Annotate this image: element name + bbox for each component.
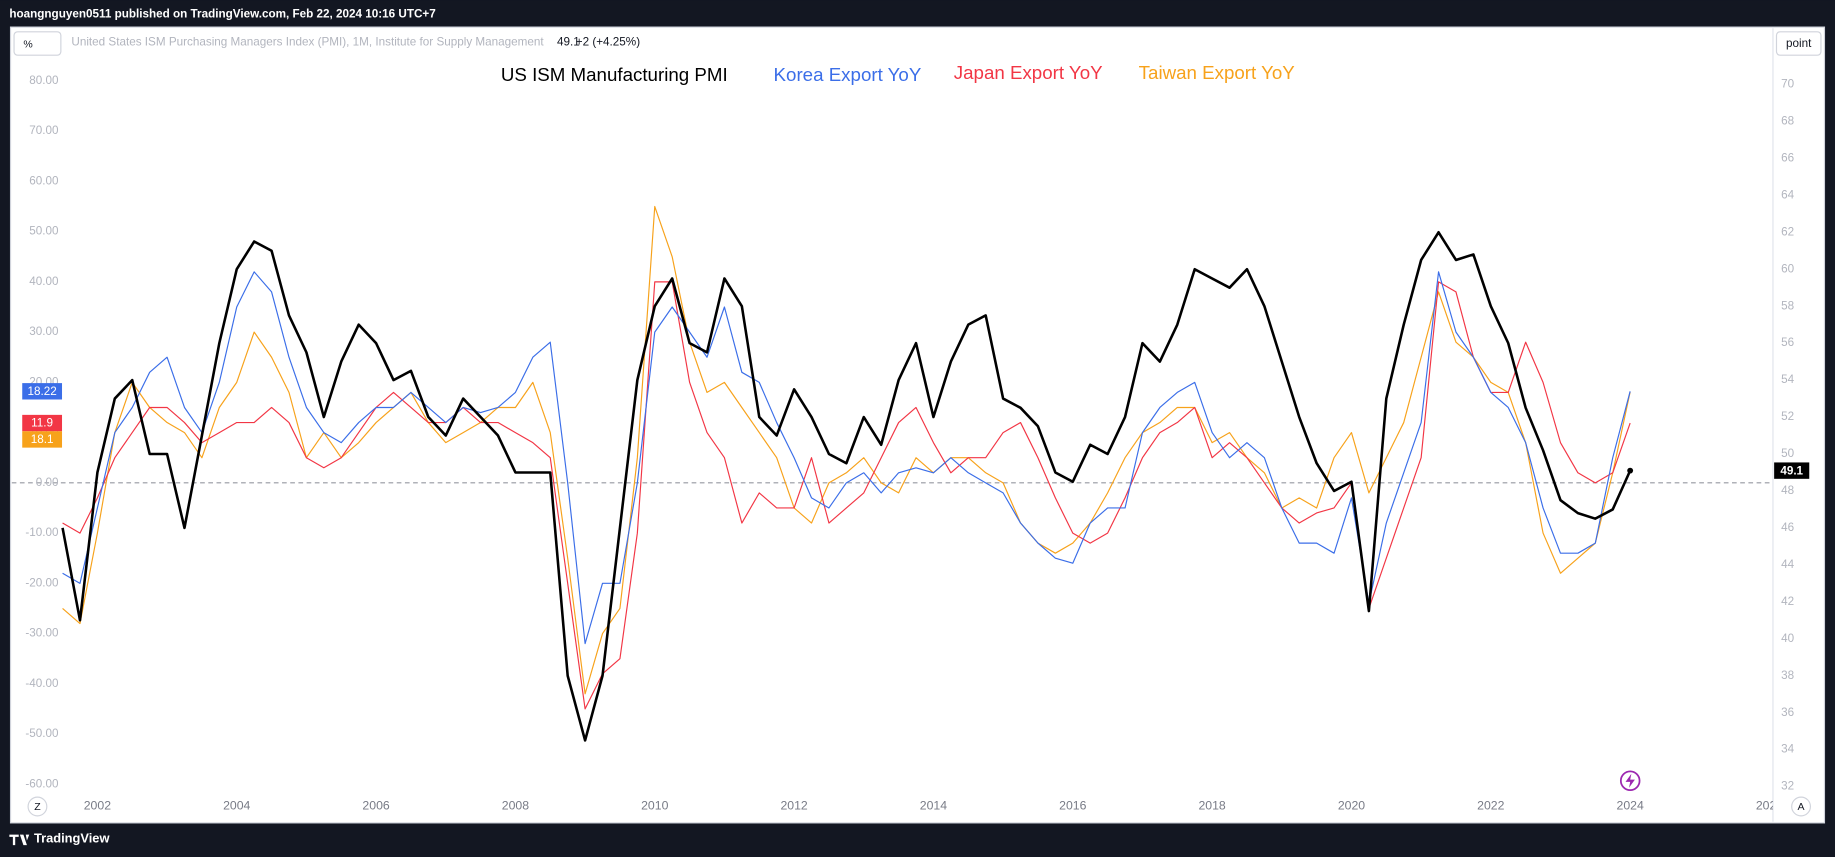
x-tick-label: 2020: [1338, 799, 1365, 813]
y2-tick-label: 44: [1781, 558, 1794, 571]
y2-tick-label: 32: [1781, 780, 1794, 793]
x-axis: 2002 2004 2006 2008 2010 2012 2014 2016 2018 2020…: [84, 799, 1783, 813]
y-tick-label: 0.00: [36, 476, 59, 489]
y-tick-label: -20.00: [25, 576, 59, 589]
point-button-label[interactable]: point: [1786, 37, 1812, 50]
last-point: [1627, 467, 1634, 474]
y-tick-label: 40.00: [29, 275, 59, 288]
point-button[interactable]: [1775, 31, 1822, 56]
y2-tick-label: 54: [1781, 373, 1794, 386]
scale-button[interactable]: [13, 31, 62, 56]
series-line: [61, 230, 1632, 742]
last-value-badge: [22, 383, 63, 400]
legend-entry: Korea Export YoY: [774, 64, 922, 85]
legend-change: +2 (+4.25%): [576, 35, 640, 48]
last-value-badge: [22, 414, 63, 432]
x-tick-label: 2018: [1198, 799, 1225, 813]
zoom-button-label[interactable]: Z: [34, 801, 41, 813]
last-value-badge: [22, 431, 63, 448]
brand-logo: [9, 834, 30, 846]
publisher: hoangnguyen0511 published on TradingView…: [9, 7, 435, 20]
y2-tick-label: 34: [1781, 743, 1794, 756]
zoom-button[interactable]: [27, 796, 48, 817]
x-tick-label: 2022: [1477, 799, 1504, 813]
x-tick-label: 2012: [780, 799, 807, 813]
y2-tick-label: 48: [1781, 484, 1794, 497]
y-tick-label: 70.00: [29, 124, 59, 137]
y2-tick-label: 50: [1781, 447, 1794, 460]
chart-panel: [9, 26, 1826, 824]
y2-tick-label: 68: [1781, 114, 1794, 127]
x-tick-label: 2010: [641, 799, 668, 813]
y2-tick-label: 62: [1781, 225, 1794, 238]
y2-tick-label: 58: [1781, 299, 1794, 312]
x-tick-label: 2014: [920, 799, 947, 813]
x-tick-label: 2024: [1617, 799, 1644, 813]
x-tick-label: 2002: [84, 799, 111, 813]
legend-value: 49.1: [557, 35, 580, 48]
x-tick-label: 2026: [1756, 799, 1783, 813]
scale-button-label[interactable]: %: [23, 38, 32, 50]
event-icon[interactable]: [1619, 770, 1641, 791]
legend-entry: Taiwan Export YoY: [1139, 62, 1296, 83]
y2-tick-label: 66: [1781, 151, 1794, 164]
y2-tick-label: 64: [1781, 188, 1794, 201]
y2-tick-label: 60: [1781, 262, 1794, 275]
x-tick-label: 2004: [223, 799, 250, 813]
last-value-label: 18.22: [28, 385, 57, 398]
auto-button[interactable]: [1791, 796, 1812, 817]
y-tick-label: 60.00: [29, 174, 59, 187]
y2-tick-label: 46: [1781, 521, 1794, 534]
x-tick-label: 2006: [362, 799, 389, 813]
y-tick-label: -30.00: [25, 627, 59, 640]
legend-entry: US ISM Manufacturing PMI: [501, 64, 728, 85]
brand: TradingView: [34, 831, 111, 846]
x-tick-label: 2016: [1059, 799, 1086, 813]
auto-button-label[interactable]: A: [1798, 801, 1805, 813]
legend-name: United States ISM Purchasing Managers In…: [71, 35, 544, 48]
last-value-label: 18.1: [31, 433, 54, 446]
y-tick-label: -60.00: [25, 777, 59, 790]
y2-tick-label: 70: [1781, 78, 1794, 91]
y2-tick-label: 40: [1781, 632, 1794, 645]
last-value-label: 49.1: [1780, 464, 1803, 477]
x-tick-label: 2008: [502, 799, 529, 813]
y2-tick-label: 38: [1781, 669, 1794, 682]
y-tick-label: 80.00: [29, 74, 59, 87]
y-tick-label: 30.00: [29, 325, 59, 338]
y2-tick-label: 42: [1781, 595, 1794, 608]
y2-tick-label: 52: [1781, 410, 1794, 423]
y2-tick-label: 56: [1781, 336, 1794, 349]
last-value-label: 11.9: [31, 417, 53, 430]
plot-area: [11, 205, 1773, 742]
last-value-badge: [1774, 462, 1810, 479]
legend-entry: Japan Export YoY: [954, 62, 1103, 83]
y-tick-label: 50.00: [29, 225, 59, 238]
y2-tick-label: 36: [1781, 706, 1794, 719]
y-tick-label: -50.00: [25, 727, 59, 740]
y-tick-label: -10.00: [25, 526, 59, 539]
y-tick-label: -40.00: [25, 677, 59, 690]
event-icon-bolt: [1625, 773, 1635, 788]
